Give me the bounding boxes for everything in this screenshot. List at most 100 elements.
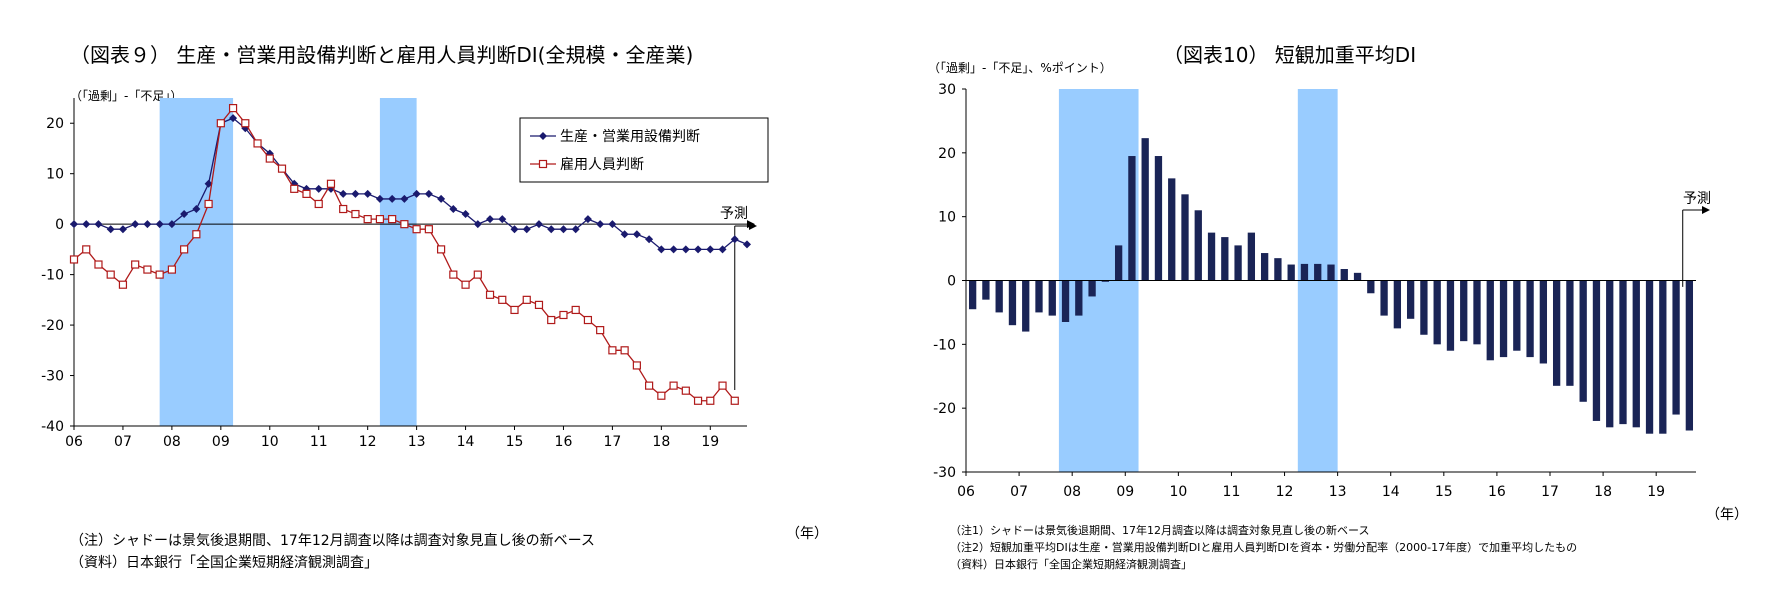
left-series-point-1	[82, 220, 91, 229]
left-series-point-2	[608, 346, 617, 355]
left-series-point-2	[326, 179, 336, 188]
left-series-point-2	[424, 225, 433, 234]
left-series-point-2	[265, 154, 274, 163]
left-series-point-2	[473, 270, 482, 279]
left-series-point-1	[669, 245, 678, 254]
left-y-tick-label: -30	[41, 369, 64, 385]
left-x-tick-label: 07	[114, 434, 132, 450]
left-series-point-1	[70, 220, 78, 229]
left-series-point-1	[363, 189, 372, 198]
right-note-source: （資料）日本銀行「全国企業短期経済観測調査」	[950, 558, 1192, 571]
left-series-point-1	[461, 210, 470, 219]
left-series-point-1	[534, 220, 543, 229]
left-x-tick-label: 09	[212, 434, 230, 450]
left-series-point-1	[730, 235, 739, 244]
left-series-point-2	[204, 199, 213, 209]
left-series-point-1	[583, 215, 592, 224]
left-series-point-2	[106, 270, 115, 279]
left-series-point-1	[620, 230, 629, 239]
left-series-point-2	[351, 209, 360, 219]
left-series-point-1	[424, 189, 433, 198]
left-x-tick-label: 12	[359, 434, 377, 450]
left-series-point-1	[229, 114, 238, 123]
left-series-point-1	[204, 179, 213, 188]
left-x-tick-label: 19	[701, 434, 719, 450]
left-series-point-2	[290, 184, 299, 193]
left-series-point-1	[486, 215, 495, 224]
left-series-point-2	[706, 396, 715, 405]
left-y-tick-label: -10	[41, 268, 64, 284]
left-series-point-2	[216, 119, 225, 128]
left-series-point-1	[596, 220, 605, 229]
left-x-tick-label: 13	[408, 434, 426, 450]
left-series-point-2	[718, 381, 727, 390]
left-series-point-2	[363, 215, 372, 224]
left-series-point-2	[412, 225, 421, 234]
left-series-point-1	[155, 220, 164, 229]
left-x-tick-label: 16	[555, 434, 573, 450]
left-series-point-1	[510, 225, 519, 234]
left-series-point-1	[437, 194, 446, 203]
left-series-point-2	[559, 310, 568, 320]
left-x-tick-label: 08	[163, 434, 181, 450]
left-y-tick-label: -40	[41, 419, 64, 435]
left-series-point-1	[559, 225, 568, 234]
left-series-point-2	[143, 265, 152, 274]
left-x-tick-label: 10	[261, 434, 279, 450]
left-legend-marker-2	[538, 159, 548, 169]
left-series-point-2	[131, 260, 140, 269]
left-series-point-1	[547, 225, 556, 234]
left-series-point-2	[375, 215, 385, 224]
left-series-point-1	[351, 189, 360, 198]
left-series-point-2	[228, 103, 238, 113]
left-y-tick-label: 20	[46, 116, 64, 132]
left-series-point-2	[669, 381, 678, 390]
left-series-point-2	[155, 270, 164, 279]
left-legend-label-1: 生産・営業用設備判断	[560, 129, 700, 145]
left-series-point-1	[388, 194, 397, 203]
left-series-point-1	[743, 240, 751, 249]
left-legend-box	[519, 117, 769, 183]
left-series-point-2	[681, 386, 690, 395]
left-series-point-1	[94, 220, 103, 229]
left-series-point-2	[510, 305, 519, 315]
left-series-point-2	[69, 255, 79, 264]
left-series-point-1	[645, 235, 654, 244]
left-series-point-2	[693, 396, 703, 405]
left-x-tick-label: 06	[65, 434, 83, 450]
left-forecast-label: 予測	[720, 206, 748, 222]
left-series-point-1	[706, 245, 715, 254]
left-x-axis-unit: （年）	[786, 526, 828, 542]
left-series-point-1	[192, 205, 201, 214]
left-legend-label-2: 雇用人員判断	[560, 156, 644, 173]
left-series-point-2	[339, 204, 348, 214]
left-forecast-arrowhead	[749, 222, 757, 230]
left-series-point-2	[82, 245, 91, 254]
left-y-tick-label: 0	[55, 217, 64, 233]
left-series-point-2	[302, 189, 311, 198]
left-x-tick-label: 14	[457, 434, 475, 450]
left-series-point-2	[583, 315, 593, 325]
left-series-point-1	[694, 245, 703, 254]
left-series-point-2	[485, 290, 495, 299]
left-series-point-1	[106, 225, 115, 234]
left-series-point-2	[436, 245, 446, 254]
left-chart-title: （図表９） 生産・営業用設備判断と雇用人員判断DI(全規模・全産業)	[70, 43, 693, 67]
left-series-point-2	[94, 260, 103, 269]
left-series-point-2	[192, 230, 201, 239]
left-recession-shade-2	[379, 98, 417, 426]
left-legend-marker-1	[539, 132, 547, 140]
left-series-point-1	[400, 194, 409, 203]
left-series-point-2	[571, 305, 580, 315]
left-series-point-2	[657, 391, 666, 400]
left-series-point-2	[730, 396, 739, 405]
left-y-tick-label: -20	[41, 318, 64, 334]
left-series-point-2	[118, 280, 128, 289]
left-series-point-1	[180, 210, 189, 219]
left-recession-shade-1	[159, 98, 234, 426]
left-x-tick-label: 11	[310, 434, 328, 450]
left-series-point-2	[388, 215, 397, 224]
left-series-point-1	[571, 225, 580, 234]
left-series-point-2	[277, 164, 287, 173]
